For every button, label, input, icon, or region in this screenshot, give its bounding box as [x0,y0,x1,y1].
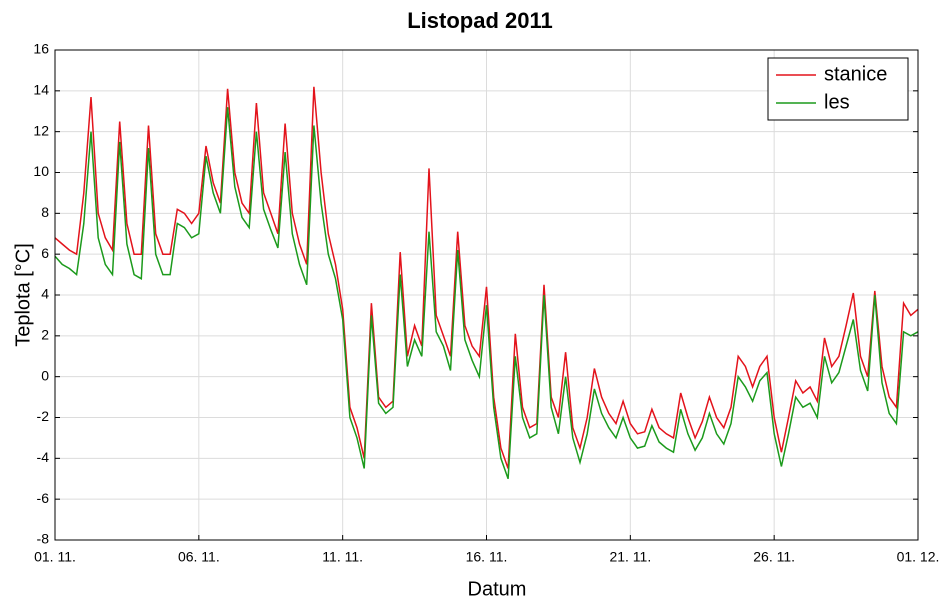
x-tick-label: 21. 11. [609,549,651,565]
x-tick-label: 01. 12. [897,549,940,565]
legend-label: stanice [824,63,887,85]
x-tick-label: 06. 11. [178,549,220,565]
y-tick-label: 8 [41,204,49,220]
y-tick-label: 12 [33,122,49,138]
chart-title: Listopad 2011 [407,8,553,33]
x-tick-label: 01. 11. [34,549,76,565]
y-tick-label: -6 [37,490,50,506]
legend-label: les [824,91,850,113]
series-line [54,107,919,480]
y-tick-label: 6 [41,245,49,261]
y-tick-label: -2 [37,408,50,424]
x-tick-label: 11. 11. [322,549,363,565]
series-line [54,86,919,469]
y-tick-label: 16 [33,41,49,57]
legend-box [767,57,909,121]
y-tick-label: 14 [33,82,49,98]
y-tick-label: 0 [41,367,49,383]
y-tick-label: -4 [37,449,50,465]
x-axis-label: Datum [468,578,527,600]
y-tick-label: 4 [41,286,49,302]
x-tick-label: 26. 11. [753,549,795,565]
y-tick-label: -8 [37,531,50,547]
y-tick-label: 2 [41,327,49,343]
y-axis-label: Teplota [°C] [12,243,34,347]
plot-frame [54,49,919,541]
x-tick-label: 16. 11. [466,549,508,565]
y-tick-label: 10 [33,163,49,179]
